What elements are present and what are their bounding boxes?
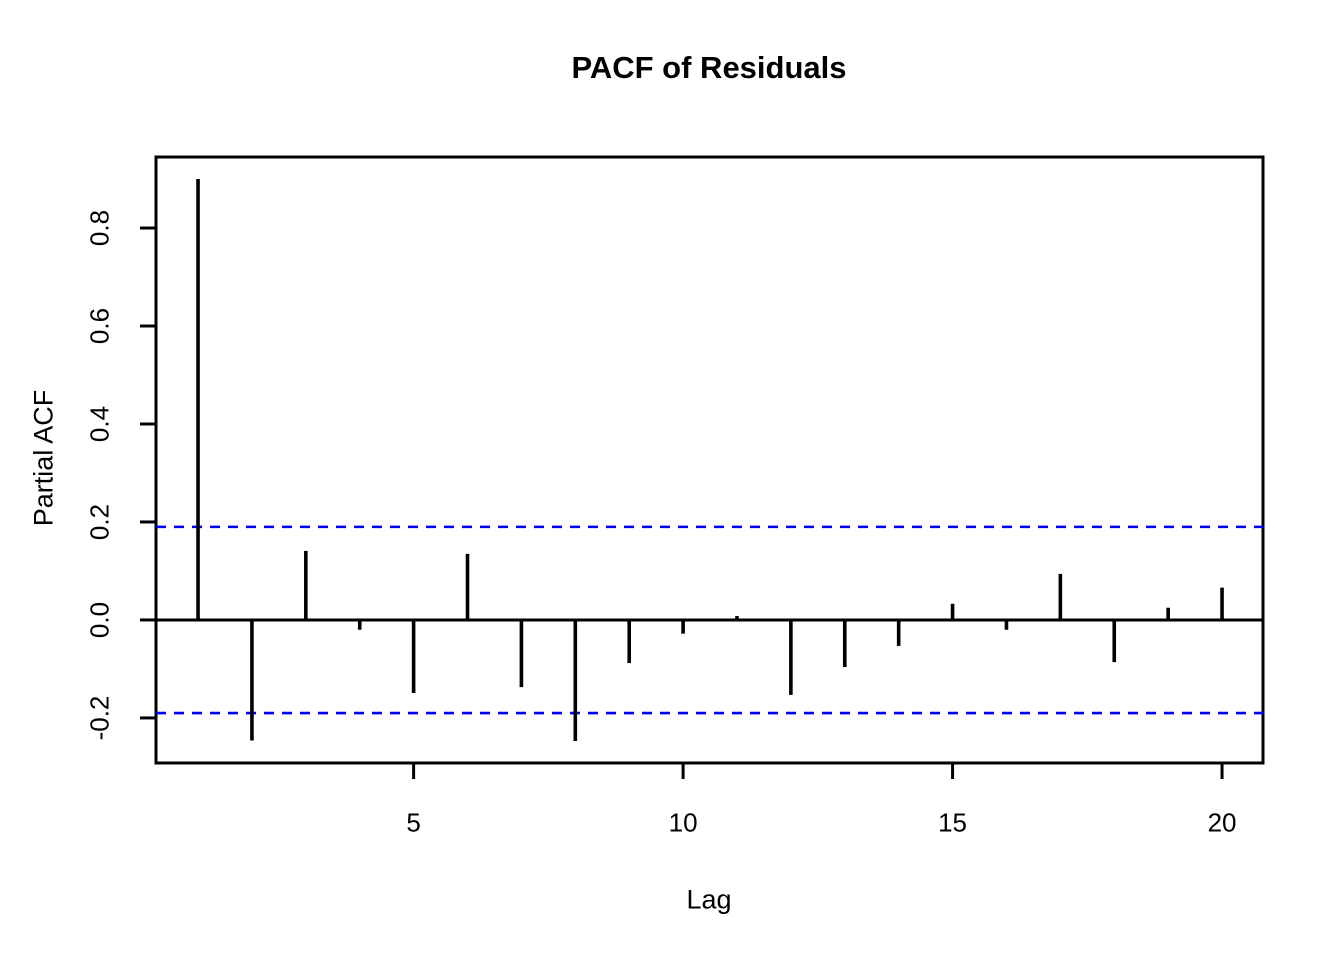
y-tick-label-0.0: 0.0 <box>84 601 115 639</box>
plot-border <box>154 155 1265 765</box>
x-axis-label: Lag <box>686 884 732 915</box>
y-axis-label: Partial ACF <box>28 389 59 527</box>
x-tick-label-15: 15 <box>938 807 968 838</box>
y-tick-label-0.6: 0.6 <box>84 307 115 345</box>
y-tick-label-0.8: 0.8 <box>84 209 115 247</box>
chart-title: PACF of Residuals <box>571 50 847 85</box>
x-tick-label-20: 20 <box>1207 807 1237 838</box>
y-tick-label-0.4: 0.4 <box>84 405 115 443</box>
y-tick-label-0.2: 0.2 <box>84 503 115 541</box>
y-tick-label--0.2: -0.2 <box>84 695 115 741</box>
x-tick-label-5: 5 <box>406 807 421 838</box>
x-tick-label-10: 10 <box>668 807 698 838</box>
